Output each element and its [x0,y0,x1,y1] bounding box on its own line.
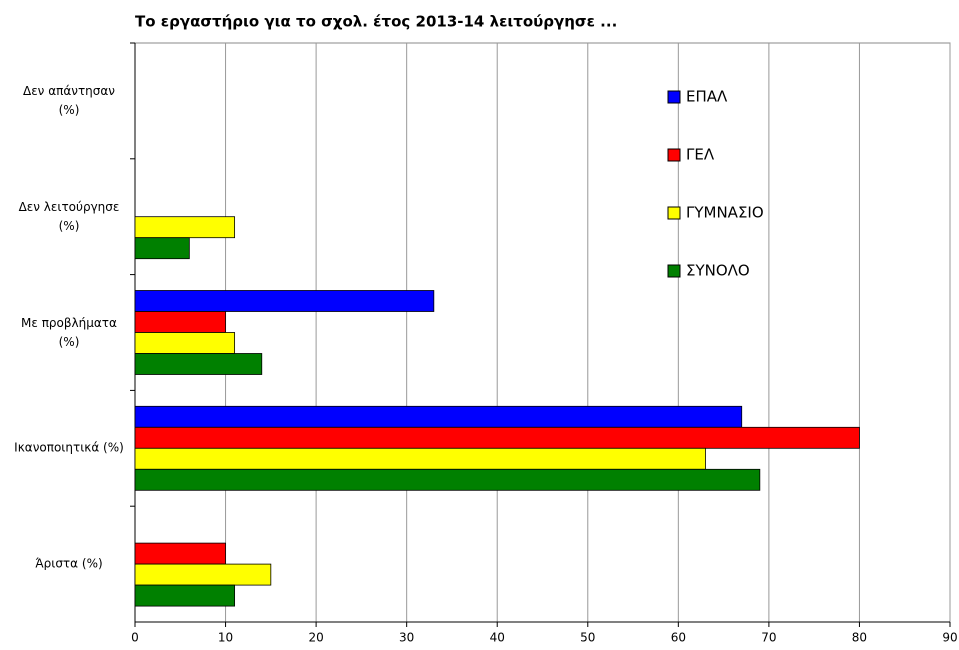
legend-swatch [667,264,681,278]
x-tick-label: 50 [580,631,595,645]
bar [134,563,272,586]
legend-label: ΕΠΑΛ [686,88,728,106]
y-tick-label: Ικανοποιητικά (%) [14,440,124,455]
x-tick-label: 70 [761,631,776,645]
x-tick-label: 60 [671,631,686,645]
y-tick-label: Δεν απάντησαν (%) [22,83,115,117]
plot-area [134,42,951,623]
x-tick-label: 80 [852,631,867,645]
bar [134,405,743,428]
bar [134,237,190,260]
bar [134,426,860,449]
legend-label: ΣΥΝΟΛΟ [686,262,750,280]
x-tick-label: 10 [218,631,233,645]
x-tick-label: 0 [131,631,139,645]
bar [134,353,263,375]
y-tick-label: Άριστα (%) [35,556,103,571]
legend-swatch [667,206,681,220]
bar [134,468,761,491]
legend-swatch [667,148,681,162]
x-tick-label: 20 [308,631,323,645]
bar [134,584,236,607]
bar [134,447,706,470]
x-tick-label: 40 [490,631,505,645]
bar [134,311,226,333]
x-tick-label: 30 [399,631,414,645]
y-tick-label: Δεν λειτούργησε (%) [18,199,120,233]
y-tick-label: Με προβλήματα (%) [21,315,117,349]
legend-swatch [667,90,681,104]
bar [134,216,236,239]
chart-title: Το εργαστήριο για το σχολ. έτος 2013-14 … [135,13,617,31]
legend-label: ΓΕΛ [686,146,715,164]
x-tick-label: 90 [942,631,957,645]
bar [134,542,226,565]
bar [134,290,435,312]
bar [134,332,236,354]
legend-label: ΓΥΜΝΑΣΙΟ [686,204,764,222]
